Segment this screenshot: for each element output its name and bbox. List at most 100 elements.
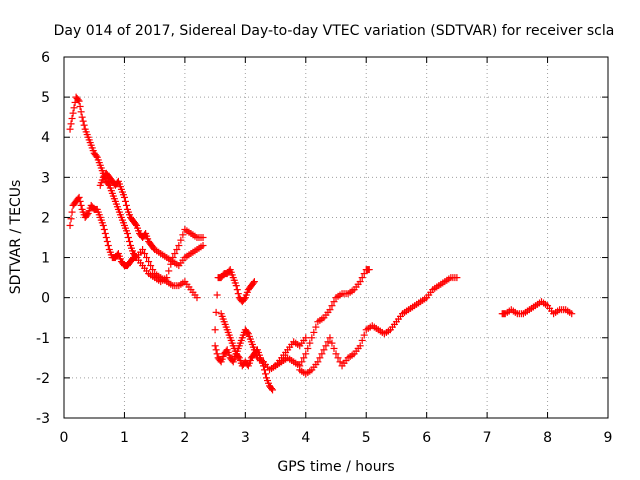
data-point bbox=[308, 334, 316, 342]
data-point bbox=[147, 262, 155, 270]
data-point bbox=[76, 197, 84, 205]
data-point bbox=[261, 370, 269, 378]
data-point bbox=[316, 354, 324, 362]
data-point bbox=[312, 323, 320, 331]
x-tick-label: 7 bbox=[483, 430, 492, 446]
data-point bbox=[80, 121, 88, 129]
data-point bbox=[123, 229, 131, 237]
data-point bbox=[212, 308, 220, 316]
series-arc-5 bbox=[211, 326, 310, 374]
data-point bbox=[234, 352, 242, 360]
data-point bbox=[175, 242, 183, 250]
data-point bbox=[68, 115, 76, 123]
series-arc-8 bbox=[296, 274, 461, 378]
y-tick-label: 2 bbox=[41, 210, 50, 226]
data-point bbox=[67, 120, 75, 128]
data-point bbox=[68, 208, 76, 216]
data-point bbox=[101, 229, 109, 237]
y-tick-label: 0 bbox=[41, 291, 50, 307]
data-point bbox=[334, 354, 342, 362]
data-point bbox=[269, 386, 277, 394]
data-point bbox=[76, 102, 84, 110]
data-point bbox=[92, 152, 100, 160]
y-tick-label: -2 bbox=[36, 371, 50, 387]
data-point bbox=[79, 117, 87, 125]
x-tick-label: 6 bbox=[422, 430, 431, 446]
chart-title: Day 014 of 2017, Sidereal Day-to-day VTE… bbox=[54, 23, 615, 39]
data-point bbox=[360, 331, 368, 339]
data-point bbox=[298, 358, 306, 366]
data-point bbox=[213, 291, 221, 299]
data-point bbox=[77, 108, 85, 116]
x-tick-label: 4 bbox=[301, 430, 310, 446]
data-point bbox=[75, 193, 83, 201]
data-point bbox=[233, 286, 241, 294]
data-point bbox=[365, 266, 373, 274]
data-point bbox=[330, 298, 338, 306]
data-point bbox=[324, 338, 332, 346]
data-point bbox=[304, 344, 312, 352]
series-arc-7 bbox=[272, 266, 373, 370]
series-arc-3 bbox=[96, 169, 207, 270]
data-point bbox=[66, 221, 74, 229]
data-point bbox=[149, 266, 157, 274]
x-tick-label: 1 bbox=[120, 430, 129, 446]
data-point bbox=[100, 225, 108, 233]
x-tick-label: 2 bbox=[180, 430, 189, 446]
data-point bbox=[141, 250, 149, 258]
data-point bbox=[143, 254, 151, 262]
data-point bbox=[165, 267, 173, 275]
data-point bbox=[104, 242, 112, 250]
data-point bbox=[356, 278, 364, 286]
data-point bbox=[70, 104, 78, 112]
data-point bbox=[326, 334, 334, 342]
y-tick-label: 4 bbox=[41, 130, 50, 146]
data-point bbox=[120, 193, 128, 201]
data-point bbox=[453, 274, 461, 282]
data-point bbox=[243, 328, 251, 336]
x-tick-label: 9 bbox=[604, 430, 613, 446]
x-tick-label: 0 bbox=[60, 430, 69, 446]
y-axis-label: SDTVAR / TECUs bbox=[8, 180, 24, 295]
y-tick-label: 6 bbox=[41, 50, 50, 66]
data-point bbox=[232, 282, 240, 290]
data-point bbox=[250, 278, 258, 286]
data-point bbox=[121, 197, 129, 205]
y-tick-label: -1 bbox=[36, 331, 50, 347]
data-point bbox=[360, 270, 368, 278]
data-point bbox=[213, 350, 221, 358]
y-tick-label: 1 bbox=[41, 251, 50, 267]
x-tick-label: 3 bbox=[241, 430, 250, 446]
data-point bbox=[177, 236, 185, 244]
data-point bbox=[240, 295, 248, 303]
data-point bbox=[259, 362, 267, 370]
data-point bbox=[78, 113, 86, 121]
data-point bbox=[74, 96, 82, 104]
data-point bbox=[212, 346, 220, 354]
data-point bbox=[171, 250, 179, 258]
y-tick-label: 3 bbox=[41, 170, 50, 186]
x-tick-label: 5 bbox=[362, 430, 371, 446]
data-point bbox=[179, 231, 187, 239]
x-tick-label: 8 bbox=[543, 430, 552, 446]
data-point bbox=[99, 221, 107, 229]
tick-labels: 0 1 2 3 4 5 6 7 8 9 -3 -2 -1 0 1 2 3 4 5 6 bbox=[36, 50, 612, 446]
data-point bbox=[568, 310, 576, 318]
series-arc-9 bbox=[498, 298, 576, 318]
data-point bbox=[66, 125, 74, 133]
data-point bbox=[211, 326, 219, 334]
series-arc-2 bbox=[66, 193, 201, 302]
data-point bbox=[249, 279, 257, 287]
data-point bbox=[330, 344, 338, 352]
data-point bbox=[326, 306, 334, 314]
data-point bbox=[322, 342, 330, 350]
series-arc-6 bbox=[217, 310, 277, 394]
data-point bbox=[145, 258, 153, 266]
data-point bbox=[125, 238, 133, 246]
data-point bbox=[67, 215, 75, 223]
data-point bbox=[102, 234, 110, 241]
data-point bbox=[300, 354, 308, 362]
data-point bbox=[75, 97, 83, 105]
axes bbox=[63, 56, 609, 419]
